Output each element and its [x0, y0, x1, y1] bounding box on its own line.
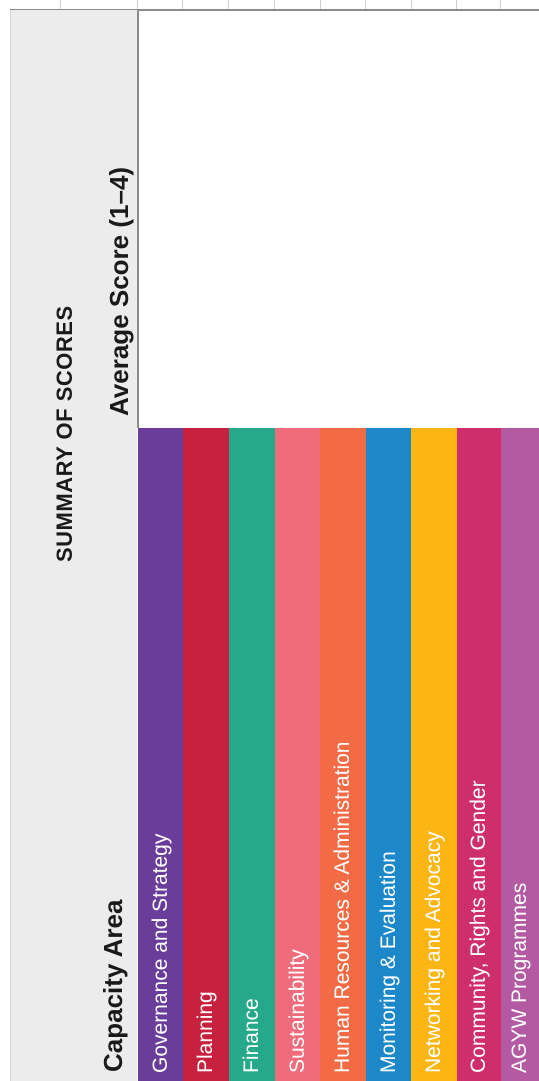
row-agyw: AGYW Programmes [501, 428, 539, 1081]
row-sustainability: Sustainability [275, 428, 320, 1081]
row-label: Networking and Advocacy [422, 831, 445, 1073]
row-monitoring: Monitoring & Evaluation [366, 428, 411, 1081]
row-label: AGYW Programmes [508, 882, 531, 1073]
row-label: Finance [240, 998, 263, 1073]
left-border [10, 10, 11, 1081]
row-planning: Planning [183, 428, 229, 1081]
row-label: Governance and Strategy [148, 833, 172, 1073]
row-finance: Finance [229, 428, 275, 1081]
row-human-resources: Human Resources & Administration [320, 428, 366, 1081]
table-title: SUMMARY OF SCORES [52, 305, 77, 562]
row-label: Sustainability [285, 949, 309, 1073]
row-community: Community, Rights and Gender [457, 428, 501, 1081]
capacity-area-header: Capacity Area [98, 899, 128, 1072]
row-label: Planning [194, 991, 217, 1073]
row-label: Community, Rights and Gender [467, 780, 490, 1073]
header-band [10, 10, 137, 1081]
row-networking: Networking and Advocacy [411, 428, 457, 1081]
row-label: Human Resources & Administration [331, 741, 354, 1073]
top-border [10, 9, 539, 11]
capacity-rows: Governance and Strategy Planning Finance… [138, 428, 539, 1081]
row-governance: Governance and Strategy [138, 428, 183, 1081]
top-grid-ticks [0, 0, 539, 9]
row-label: Monitoring & Evaluation [376, 851, 400, 1073]
header-divider [137, 10, 139, 428]
average-score-header: Average Score (1–4) [104, 166, 134, 416]
